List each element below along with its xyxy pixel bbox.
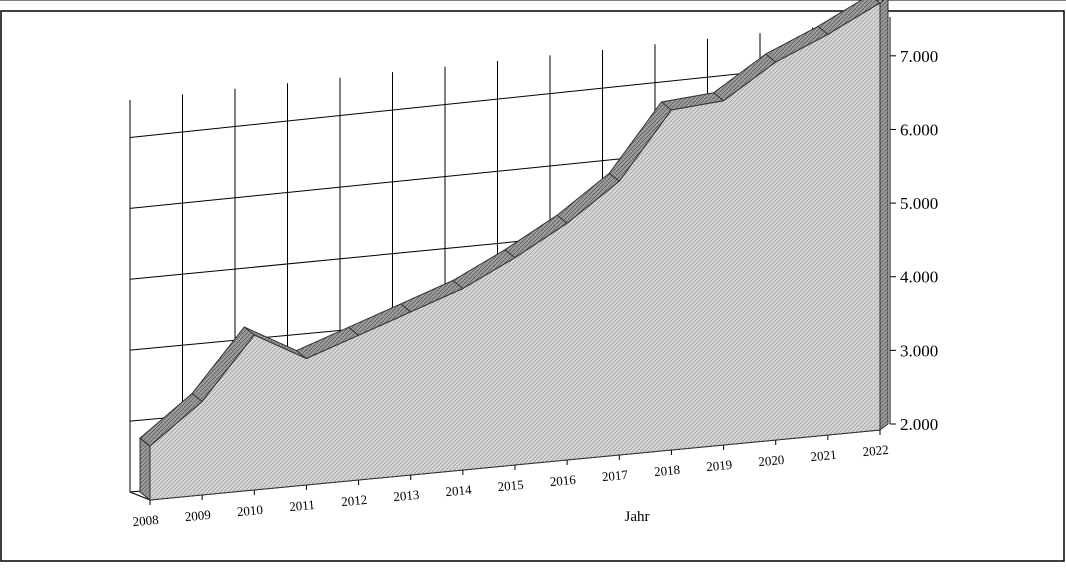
y-tick-label: 6.000 <box>900 120 938 139</box>
x-tick-label: 2018 <box>653 462 680 479</box>
y-tick-label: 2.000 <box>900 415 938 434</box>
x-tick-label: 2022 <box>862 442 889 459</box>
floor-edge <box>129 491 151 501</box>
x-tick-label: 2015 <box>497 477 524 494</box>
area-front-face <box>149 2 881 501</box>
data-point-2014 <box>452 280 464 289</box>
x-tick-label: 2009 <box>184 507 211 524</box>
x-tick-label: 2010 <box>236 502 263 519</box>
y-tick-label: 4.000 <box>900 268 938 287</box>
x-tick-label: 2013 <box>393 487 420 504</box>
data-point-2009 <box>191 393 203 402</box>
data-point-2013 <box>400 303 412 313</box>
data-point-2020 <box>765 53 777 63</box>
data-point-2011 <box>296 350 307 360</box>
x-tick-label: 2011 <box>289 497 316 514</box>
data-point-2018 <box>661 101 672 111</box>
x-tick-label: 2017 <box>601 467 629 484</box>
data-point-2008 <box>139 437 151 447</box>
x-tick-labels: 2008 2009 2010 2011 2012 2013 2014 2015 2016 2017… <box>132 430 889 529</box>
y-tick-labels: 2.000 3.000 4.000 5.000 6.000 7.000 <box>890 47 938 434</box>
data-point-2021 <box>817 25 829 35</box>
x-tick-label: 2016 <box>549 472 577 489</box>
x-tick-label: 2019 <box>706 457 733 474</box>
area-left-face <box>139 437 151 502</box>
data-point-2019 <box>713 92 724 102</box>
data-point-2017 <box>608 172 620 182</box>
plot-frame <box>0 10 1065 562</box>
y-tick-label: 7.000 <box>900 47 938 66</box>
x-tick-label: 2008 <box>132 512 159 529</box>
data-point-2012 <box>348 326 359 336</box>
y-tick-label: 5.000 <box>900 194 938 213</box>
x-tick-label: 2020 <box>758 452 785 469</box>
x-tick-label: 2014 <box>445 482 473 499</box>
data-point-2016 <box>556 214 568 224</box>
y-tick-label: 3.000 <box>900 341 938 360</box>
area-right-face <box>879 0 889 431</box>
x-tick-label: 2021 <box>810 447 837 464</box>
x-axis-label: Jahr <box>625 509 650 525</box>
data-point-2015 <box>504 249 516 259</box>
data-point-2022 <box>875 0 881 4</box>
x-tick-label: 2012 <box>341 492 368 509</box>
data-point-2010 <box>243 326 255 336</box>
area-series <box>139 0 889 502</box>
